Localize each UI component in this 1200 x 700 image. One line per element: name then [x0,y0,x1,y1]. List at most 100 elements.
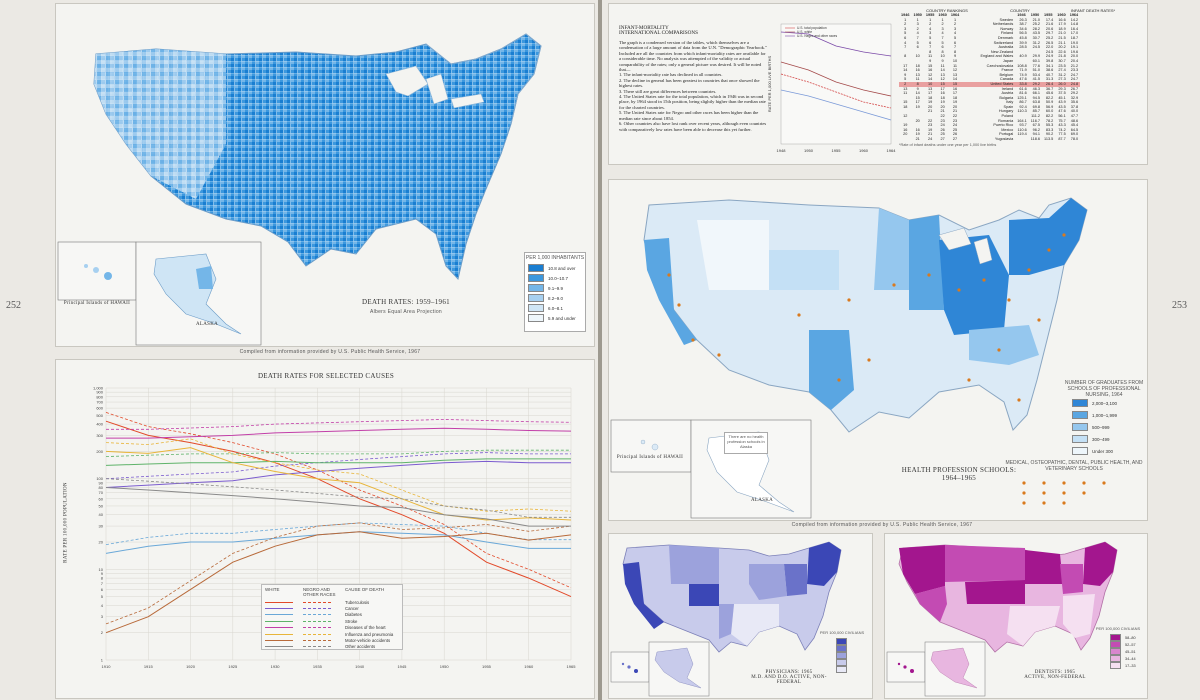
legend-label: 8.2–9.0 [548,295,564,301]
rank-cell: 3 [929,31,932,36]
rank-cell: 7 [953,45,957,50]
im-point-4: 4. The United States rate for the total … [619,94,766,110]
rank-cell: 17 [915,100,920,105]
alaska-note-text: There are no health profession schools i… [727,434,765,449]
legend-line-negro [303,646,331,648]
legend-cause-label: Diabetes [345,612,362,618]
rank-cell: 20 [915,118,920,123]
series-line-dashed [105,478,571,518]
legend-line-negro [303,601,331,603]
country-cell: Bulgaria [999,95,1014,100]
y-tick-label: 400 [96,422,103,427]
physicians-title-2: M.D. AND D.O. ACTIVE, NON-FEDERAL [751,675,827,685]
rate-cell: 116.7 [1030,118,1041,123]
rate-cell: 18.9 [1058,26,1066,31]
rate-cell: 16.4 [1070,26,1079,31]
table-row: 8 10 11 10 9 England and Wales 40.9 29.9 24.9 21.… [899,54,1080,59]
rate-cell: 26.0 [1055,81,1068,87]
x-tick-label: 1955 [482,664,492,669]
death-rates-legend-title: PER 1,000 INHABITANTS [525,255,585,261]
legend-row: 52–57 [1107,641,1136,648]
rate-cell: 50.9 [1045,100,1054,105]
legend-swatch [528,314,544,322]
legend-label: 6.0–8.1 [548,305,564,311]
legend-label: 300–499 [1092,436,1110,442]
legend-line-white [265,608,293,610]
health-schools-title-1: HEALTH PROFESSION SCHOOLS: [901,466,1017,474]
rank-cell: 15 [928,63,933,68]
rank-cell: 23 [940,118,945,123]
rate-cell: 21.8 [1058,54,1066,59]
rank-cell: 3 [904,26,907,31]
y-tick-label: 30 [99,524,104,529]
table-row: 17 18 15 11 11 Czechoslovakia 108.8 77.6 34.1 23.… [899,64,1080,69]
rank-cell: 13 [952,72,958,77]
page-number-right: 253 [1172,300,1187,311]
rate-cell: 82.2 [1045,114,1054,119]
health-schools-title: HEALTH PROFESSION SCHOOLS: 1964–1965 [889,466,1029,482]
rank-cell: 5 [916,40,919,45]
y-tick-label: 5 [101,594,104,599]
rate-cell: 24.7 [1070,72,1079,77]
rate-cell: 25.2 [1032,22,1041,27]
table-row: 21 21 21 Hungary 110.3 85.7 60.0 47.6 40.0 [899,109,1080,114]
im-point-3: 3. There still are great differences bet… [619,88,717,94]
death-rates-map-panel: Principal Islands of HAWAII ALASKA DEATH… [55,3,595,347]
rate-cell: 30.7 [1058,58,1066,63]
rate-cell: 83.3 [1045,127,1054,132]
country-cell: Denmark [997,35,1014,40]
rate-cell: 40.7 [1045,72,1054,77]
table-row: 13 9 13 17 16 Ireland 61.6 46.3 36.7 29.3 26.7 [899,87,1080,92]
rank-cell: 11 [953,63,958,68]
series-line-diseases-of-the-heart [106,427,572,439]
table-row: 3 2 4 3 3 Norway 34.6 28.2 20.6 18.9 16.4 [899,27,1080,32]
rate-cell: 19.0 [1070,40,1079,45]
rank-cell: 19 [940,100,945,105]
year-header: 1960 [938,13,947,17]
legend-cause-label: Motor-vehicle accidents [345,638,391,644]
causes-legend-row: Motor-vehicle accidents [262,637,402,643]
school-types-title: MEDICAL, OSTEOPATHIC, DENTAL, PUBLIC HEA… [1005,460,1143,472]
legend-line-white [265,646,293,648]
physicians-map-panel: PER 100,000 CIVILIANS PHYSICIANS: 1965 M… [608,533,873,699]
rate-cell: 48.6 [1070,118,1079,123]
legend-label: 34–44 [1125,656,1136,661]
left-page: 252 [0,0,598,700]
rate-cell: 23.3 [1070,68,1079,73]
rate-cell: 85.7 [1032,109,1041,114]
rank-cell: 8 [953,49,957,54]
legend-swatch [1110,662,1121,669]
rank-cell: 27 [952,137,958,142]
rate-cell: 14.8 [1070,22,1079,27]
legend-row [833,652,851,659]
rate-cell: 38.7 [1019,22,1027,27]
rate-cell: 77.5 [1058,132,1066,137]
y-tick-label: 1,000 [93,386,104,391]
country-cell: Finland [1000,31,1014,36]
im-paragraph: The graph is a condensed version of the … [619,40,767,73]
rate-cell: 22.0 [1045,45,1054,50]
rate-cell: 22.6 [1058,49,1066,54]
rank-cell: 26 [952,132,958,137]
legend-label: Under 300 [1092,448,1114,454]
rank-cell: 23 [952,118,958,123]
rank-cell: 14 [903,68,908,73]
table-row: 2 3 2 2 2 Netherlands 38.7 25.2 21.6 17.9 14.8 [899,22,1080,27]
rank-cell [899,137,911,142]
rate-cell: 71.9 [1019,68,1027,73]
infant-mortality-panel: INFANT-MORTALITY INTERNATIONAL COMPARISO… [608,3,1148,165]
rate-cell: 113.5 [1044,137,1054,142]
hs-alaska-label: ALASKA [751,498,774,503]
rate-cell: 31.2 [1032,40,1041,45]
rate-cell: 53.4 [1032,72,1041,77]
rate-cell: 20.2 [1058,45,1066,50]
causes-legend-row: Diabetes [262,612,402,618]
rate-cell: 74.9 [1019,72,1027,77]
country-cell: Norway [1000,26,1014,31]
rate-cell: 78.2 [1045,118,1054,123]
rate-cell: 17.0 [1070,31,1079,36]
country-cell: Yugoslavia [994,137,1014,142]
legend-swatch [1072,411,1088,419]
causes-legend-row: Tuberculosis [262,599,402,605]
infant-mortality-table: 1946 1950 1955 1960 1964 1946 1950 1955 1960 1964… [899,13,1081,142]
